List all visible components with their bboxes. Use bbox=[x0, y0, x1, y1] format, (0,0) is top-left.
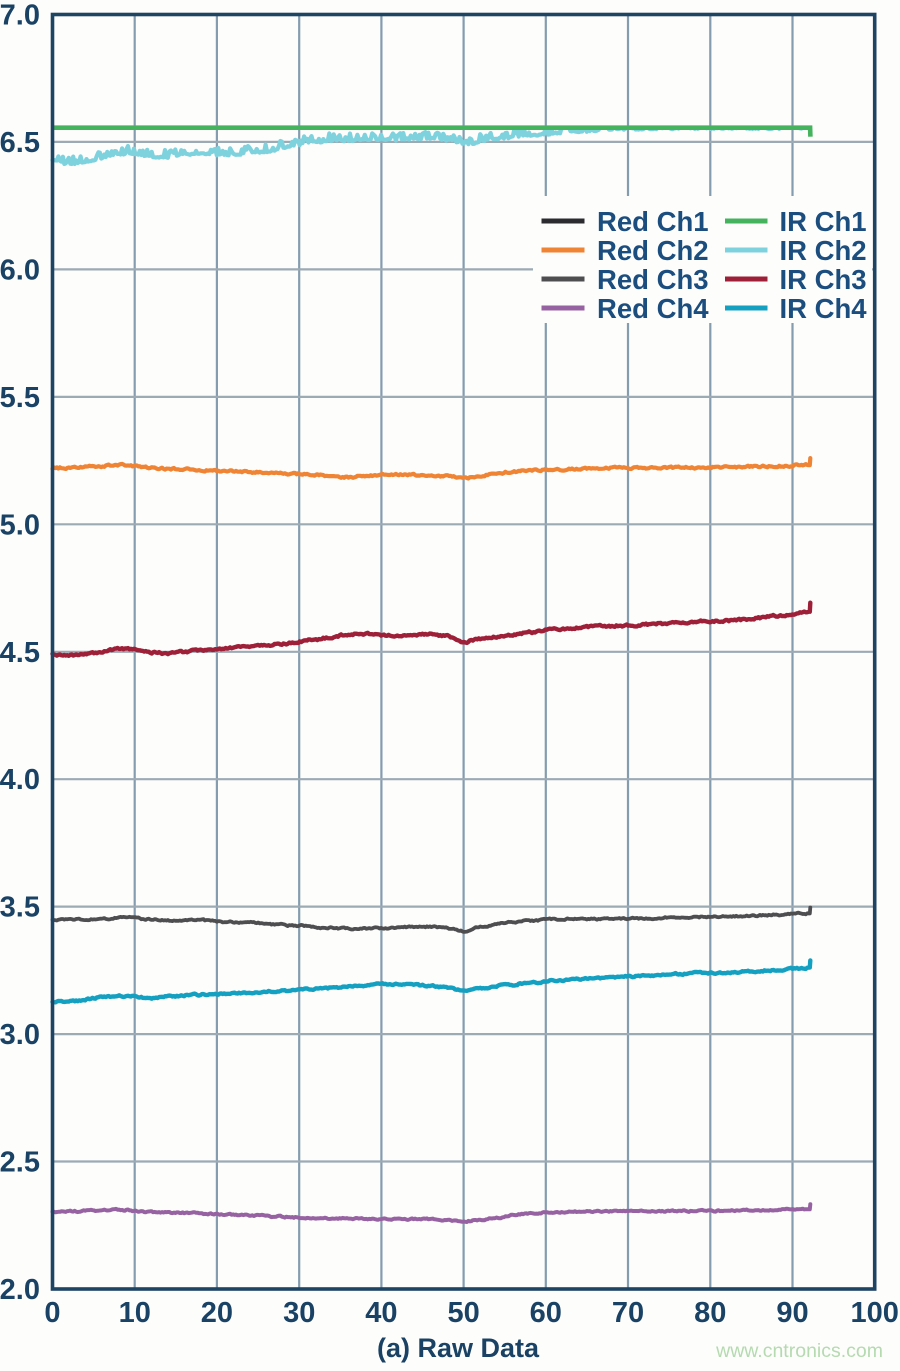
svg-text:(a) Raw Data: (a) Raw Data bbox=[377, 1333, 540, 1363]
svg-text:7.0: 7.0 bbox=[0, 0, 40, 32]
svg-text:3.5: 3.5 bbox=[0, 892, 40, 924]
svg-text:60: 60 bbox=[530, 1297, 562, 1329]
svg-text:80: 80 bbox=[694, 1297, 726, 1329]
svg-text:0: 0 bbox=[44, 1297, 60, 1329]
svg-text:6.0: 6.0 bbox=[0, 254, 40, 286]
svg-text:90: 90 bbox=[776, 1297, 808, 1329]
svg-text:50: 50 bbox=[447, 1297, 479, 1329]
svg-text:5.5: 5.5 bbox=[0, 382, 40, 414]
svg-text:100: 100 bbox=[851, 1297, 899, 1329]
svg-text:40: 40 bbox=[365, 1297, 397, 1329]
svg-text:4.5: 4.5 bbox=[0, 637, 40, 669]
svg-text:Red Ch1: Red Ch1 bbox=[597, 206, 709, 237]
svg-text:Red Ch2: Red Ch2 bbox=[597, 235, 709, 266]
svg-text:30: 30 bbox=[283, 1297, 315, 1329]
svg-text:10: 10 bbox=[119, 1297, 151, 1329]
svg-text:4.0: 4.0 bbox=[0, 764, 40, 796]
svg-text:2.0: 2.0 bbox=[0, 1274, 40, 1306]
svg-text:5.0: 5.0 bbox=[0, 509, 40, 541]
svg-text:IR Ch1: IR Ch1 bbox=[780, 206, 867, 237]
svg-text:IR Ch4: IR Ch4 bbox=[780, 293, 868, 324]
svg-text:Red Ch3: Red Ch3 bbox=[597, 264, 709, 295]
svg-text:20: 20 bbox=[201, 1297, 233, 1329]
svg-text:IR Ch2: IR Ch2 bbox=[780, 235, 867, 266]
svg-text:2.5: 2.5 bbox=[0, 1147, 40, 1179]
svg-text:Red Ch4: Red Ch4 bbox=[597, 293, 709, 324]
svg-text:www.cntronics.com: www.cntronics.com bbox=[715, 1340, 883, 1362]
svg-text:3.0: 3.0 bbox=[0, 1019, 40, 1051]
svg-text:70: 70 bbox=[612, 1297, 644, 1329]
svg-text:6.5: 6.5 bbox=[0, 127, 40, 159]
svg-text:IR Ch3: IR Ch3 bbox=[780, 264, 867, 295]
